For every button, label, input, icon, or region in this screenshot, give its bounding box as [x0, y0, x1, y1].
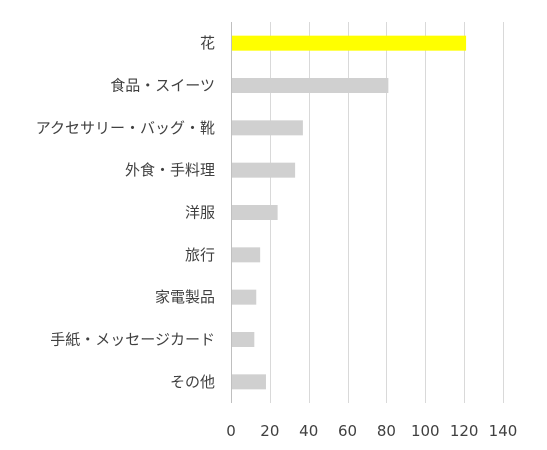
bar-2	[232, 78, 389, 93]
category-label-1: 花	[200, 34, 215, 52]
category-label-3: アクセサリー・バッグ・靴	[36, 119, 215, 137]
x-tick-label-40: 40	[299, 422, 318, 440]
x-tick-label-0: 0	[226, 422, 236, 440]
x-tick-label-80: 80	[377, 422, 396, 440]
bar-6	[232, 247, 261, 263]
x-tick-label-140: 140	[489, 422, 518, 440]
category-label-5: 洋服	[185, 204, 215, 222]
bar-9	[232, 374, 266, 390]
category-label-9: その他	[170, 373, 215, 391]
bar-3	[232, 120, 303, 136]
bar-5	[232, 205, 278, 220]
x-tick-label-60: 60	[338, 422, 357, 440]
bar-4	[232, 162, 296, 178]
category-label-7: 家電製品	[155, 288, 215, 306]
bar-8	[232, 332, 255, 347]
category-labels: 花食品・スイーツアクセサリー・バッグ・靴外食・手料理洋服旅行家電製品手紙・メッセ…	[36, 34, 215, 391]
value-tick-labels: 0 20 40 60 80 100 120 140	[226, 422, 517, 440]
category-label-6: 旅行	[185, 246, 215, 264]
category-label-2: 食品・スイーツ	[110, 77, 215, 95]
x-tick-label-20: 20	[260, 422, 279, 440]
x-tick-label-100: 100	[411, 422, 440, 440]
x-tick-label-120: 120	[450, 422, 479, 440]
category-label-8: 手紙・メッセージカード	[50, 331, 215, 349]
bar-1	[232, 35, 467, 51]
category-label-4: 外食・手料理	[125, 161, 215, 179]
bars	[232, 35, 467, 390]
bar-7	[232, 289, 257, 305]
